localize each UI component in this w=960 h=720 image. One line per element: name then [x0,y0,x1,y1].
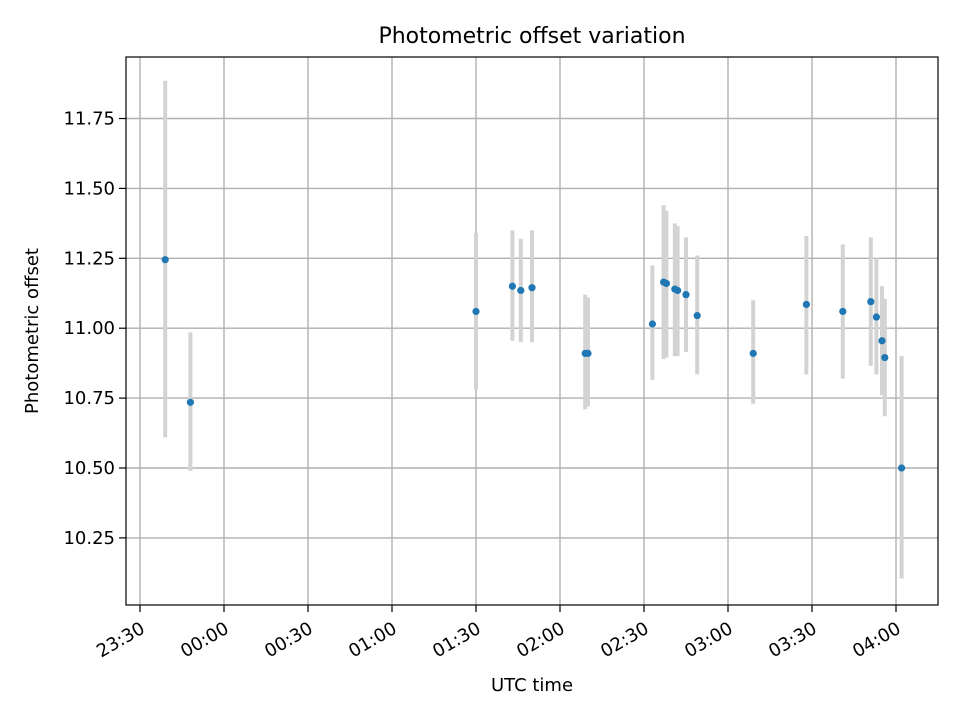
data-point [508,282,516,290]
data-point [881,353,889,362]
y-tick-label: 11.25 [63,248,115,269]
x-tick-label: 02:00 [513,618,568,662]
data-point [517,286,525,295]
x-axis-ticks: 23:30 00:00 00:30 01:00 01:30 02:00 02:30 03:00… [93,605,905,662]
data-point [472,307,480,316]
chart-title: Photometric offset variation [378,24,685,49]
y-tick-label: 11.00 [63,318,115,339]
data-point [749,349,757,357]
x-tick-label: 02:30 [597,618,652,662]
data-point [872,313,881,321]
data-point [662,279,671,288]
data-point [528,284,536,292]
data-point [693,312,701,320]
x-tick-label: 01:30 [429,618,484,662]
data-point [802,300,811,309]
x-tick-label: 23:30 [93,618,148,662]
y-tick-label: 10.25 [63,528,115,549]
y-axis-label: Photometric offset [22,248,43,414]
error-bars [163,80,904,579]
data-point [648,320,657,328]
data-point [898,464,906,472]
x-tick-label: 03:00 [681,618,736,662]
y-tick-label: 10.75 [63,388,115,409]
data-point [682,291,690,299]
x-axis-label: UTC time [491,675,573,696]
data-point [839,307,847,316]
data-point [674,286,682,295]
y-axis-ticks: 10.25 10.50 10.75 11.00 11.25 11.50 11.75 [63,109,126,549]
x-tick-label: 03:30 [765,618,820,662]
y-tick-label: 10.50 [63,458,115,479]
y-tick-label: 11.75 [63,109,115,130]
data-point [584,349,592,357]
x-tick-label: 01:00 [345,618,400,662]
x-tick-label: 04:00 [849,618,904,662]
x-tick-label: 00:30 [261,618,316,662]
data-point [867,298,875,306]
data-point [186,398,194,406]
data-points [161,256,906,472]
data-point [161,256,169,264]
y-tick-label: 11.50 [63,178,115,199]
data-point [878,337,886,345]
x-tick-label: 00:00 [177,618,232,662]
plot-frame [125,56,939,606]
